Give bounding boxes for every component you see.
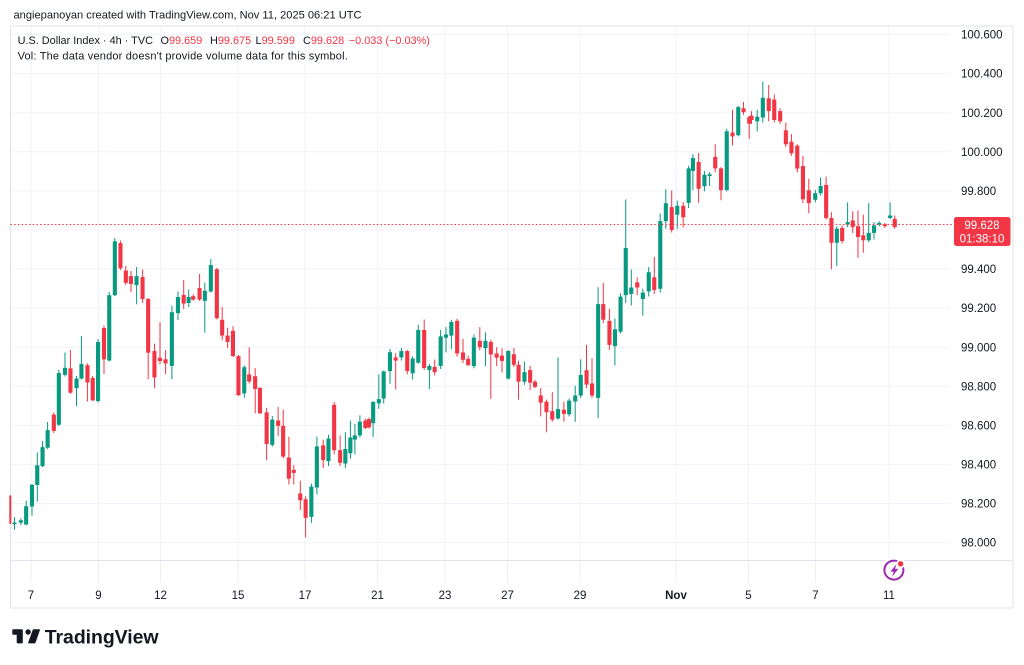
svg-text:O99.659: O99.659 bbox=[161, 35, 203, 47]
svg-text:99.800: 99.800 bbox=[961, 186, 996, 198]
svg-text:TradingView: TradingView bbox=[45, 627, 160, 649]
svg-text:11: 11 bbox=[883, 590, 895, 602]
svg-text:12: 12 bbox=[154, 590, 167, 602]
svg-text:17: 17 bbox=[299, 590, 312, 602]
svg-text:100.400: 100.400 bbox=[961, 69, 1003, 81]
svg-text:99.400: 99.400 bbox=[961, 264, 996, 276]
svg-text:98.400: 98.400 bbox=[961, 460, 996, 472]
svg-text:98.600: 98.600 bbox=[961, 421, 996, 433]
svg-text:21: 21 bbox=[371, 590, 384, 602]
svg-text:99.000: 99.000 bbox=[961, 342, 996, 354]
svg-text:7: 7 bbox=[812, 590, 818, 602]
svg-text:U.S. Dollar Index · 4h · TVC: U.S. Dollar Index · 4h · TVC bbox=[18, 35, 154, 47]
svg-text:29: 29 bbox=[574, 590, 587, 602]
svg-text:H99.675: H99.675 bbox=[210, 35, 251, 47]
svg-text:angiepanoyan created with Trad: angiepanoyan created with TradingView.co… bbox=[14, 10, 362, 22]
svg-text:C99.628: C99.628 bbox=[303, 35, 344, 47]
svg-text:L99.599: L99.599 bbox=[256, 35, 295, 47]
svg-text:99.628: 99.628 bbox=[964, 220, 999, 232]
svg-text:9: 9 bbox=[95, 590, 101, 602]
svg-text:7: 7 bbox=[28, 590, 34, 602]
svg-text:98.200: 98.200 bbox=[961, 499, 996, 511]
svg-text:−0.033 (−0.03%): −0.033 (−0.03%) bbox=[349, 35, 430, 47]
svg-text:Vol: The data vendor doesn't p: Vol: The data vendor doesn't provide vol… bbox=[18, 50, 348, 62]
svg-text:01:38:10: 01:38:10 bbox=[960, 233, 1005, 245]
svg-text:98.800: 98.800 bbox=[961, 381, 996, 393]
svg-text:98.000: 98.000 bbox=[961, 538, 996, 550]
svg-text:Nov: Nov bbox=[665, 590, 687, 602]
svg-text:100.000: 100.000 bbox=[961, 147, 1003, 159]
svg-text:5: 5 bbox=[745, 590, 751, 602]
svg-text:100.600: 100.600 bbox=[961, 30, 1003, 42]
svg-text:27: 27 bbox=[501, 590, 514, 602]
svg-text:100.200: 100.200 bbox=[961, 108, 1003, 120]
svg-text:23: 23 bbox=[439, 590, 452, 602]
svg-text:99.200: 99.200 bbox=[961, 303, 996, 315]
svg-text:15: 15 bbox=[232, 590, 245, 602]
